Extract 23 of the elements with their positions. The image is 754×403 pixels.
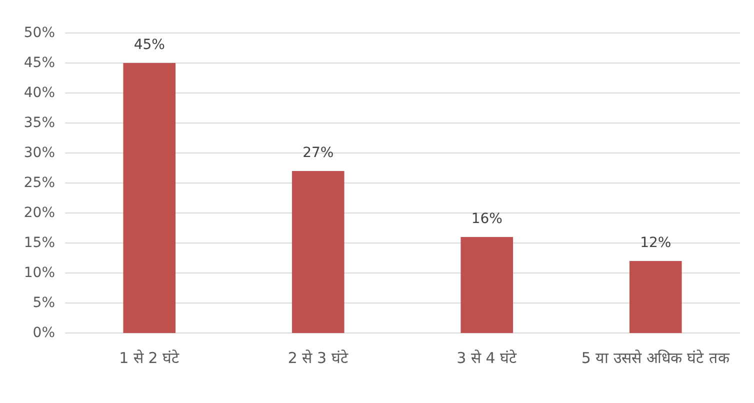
bar: [123, 63, 176, 333]
y-tick-label: 25%: [24, 175, 55, 191]
x-tick-label: 2 से 3 घंटे: [288, 349, 348, 367]
bar: [460, 237, 514, 333]
bar: [292, 171, 344, 333]
data-label: 45%: [134, 37, 165, 53]
x-tick-label: 1 से 2 घंटे: [119, 349, 180, 367]
y-tick-label: 15%: [24, 235, 55, 251]
data-label: 16%: [471, 211, 502, 227]
y-tick-label: 40%: [24, 85, 55, 101]
x-tick-label: 3 से 4 घंटे: [456, 349, 518, 367]
y-tick-label: 10%: [24, 265, 55, 281]
y-tick-label: 45%: [24, 55, 55, 71]
y-tick-label: 30%: [24, 145, 55, 161]
data-label: 12%: [640, 235, 672, 251]
bar: [629, 261, 682, 333]
y-tick-label: 50%: [24, 25, 55, 41]
y-tick-label: 20%: [24, 205, 55, 221]
y-tick-label: 0%: [32, 325, 55, 341]
y-tick-label: 5%: [32, 295, 55, 311]
x-tick-label: 5 या उससे अधिक घंटे तक: [581, 349, 730, 367]
y-tick-label: 35%: [24, 115, 55, 131]
data-label: 27%: [302, 145, 334, 161]
